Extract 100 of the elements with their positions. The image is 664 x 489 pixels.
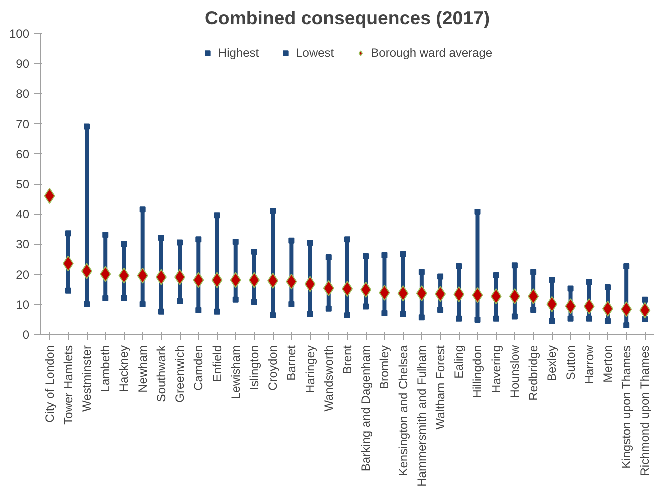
point (530, 269, 537, 276)
point (288, 238, 295, 244)
point (400, 311, 406, 318)
x-tick-label: Hillingdon (470, 345, 485, 398)
point (512, 314, 518, 320)
x-tick-label: Bromley (378, 345, 392, 390)
point (307, 240, 314, 246)
point (456, 316, 462, 322)
point (568, 286, 574, 292)
legend-label: Lowest (296, 46, 334, 60)
point (251, 299, 258, 306)
point (438, 274, 444, 280)
x-tick-label: Ealing (452, 346, 466, 379)
point (642, 296, 648, 303)
point (344, 236, 350, 243)
point (604, 318, 611, 324)
point (65, 288, 72, 294)
point (214, 308, 220, 315)
point (102, 295, 109, 302)
y-tick-label: 30 (16, 238, 30, 252)
y-tick-label: 20 (16, 268, 30, 282)
y-tick-label: 70 (16, 117, 30, 132)
x-tick-label: Harrow (582, 345, 596, 384)
point (288, 301, 295, 308)
point (140, 206, 146, 213)
point (251, 249, 258, 256)
point (418, 314, 425, 321)
point (326, 254, 332, 260)
x-tick-label: Havering (489, 345, 504, 394)
x-tick-label: Sutton (564, 345, 578, 380)
x-tick-label: Brent (340, 344, 354, 374)
point (624, 263, 630, 270)
x-tick-label: Merton (600, 345, 615, 383)
point (586, 279, 592, 286)
point (84, 124, 90, 130)
x-tick-label: Waltham Forest (434, 344, 448, 430)
point (214, 212, 220, 219)
point (400, 251, 406, 258)
x-tick-label: Kingston upon Thames (620, 346, 634, 469)
point (363, 254, 370, 260)
point (121, 241, 128, 248)
x-tick-label: City of London (42, 345, 57, 423)
point (624, 322, 630, 328)
point (196, 236, 202, 243)
point (549, 277, 556, 284)
point (456, 263, 462, 270)
x-tick-label: Hackney (117, 346, 132, 392)
point (493, 272, 500, 279)
point (363, 304, 370, 310)
point (586, 316, 592, 322)
legend-label: Borough ward average (371, 46, 493, 60)
point (568, 316, 574, 322)
point (474, 208, 481, 215)
x-tick-label: Hounslow (508, 345, 522, 398)
x-tick-label: Hammersmith and Fulham (414, 345, 429, 487)
point (382, 252, 388, 258)
point (344, 312, 350, 319)
point (270, 208, 276, 214)
x-tick-label: Newham (136, 345, 150, 393)
x-tick-label: Kensington and Chelsea (396, 345, 410, 476)
chart-title: Combined consequences (2017) (204, 8, 490, 28)
x-tick-label: Bexley (545, 345, 560, 382)
point (196, 307, 202, 314)
x-tick-label: Barnet (284, 344, 299, 381)
point (102, 232, 109, 238)
y-tick-label: 0 (22, 328, 30, 342)
y-tick-label: 90 (16, 57, 30, 72)
x-tick-label: Greenwich (173, 346, 188, 403)
x-tick-label: Islington (247, 345, 262, 390)
point (326, 306, 332, 312)
x-tick-label: Haringey (303, 345, 318, 394)
x-tick-label: Camden (192, 346, 206, 391)
point (158, 235, 164, 242)
point (307, 311, 314, 318)
point (418, 269, 425, 276)
point (474, 317, 481, 324)
x-tick-label: Wandsworth (322, 345, 336, 412)
point (270, 312, 276, 319)
y-tick-label: 40 (16, 208, 30, 222)
y-tick-label: 100 (9, 27, 30, 41)
point (232, 296, 239, 303)
point (549, 318, 556, 324)
point (121, 295, 128, 302)
point (382, 310, 388, 316)
point (493, 316, 500, 322)
point (604, 284, 611, 291)
x-tick-label: Southwark (154, 344, 168, 402)
point (84, 301, 90, 308)
point (177, 298, 184, 304)
y-tick-label: 50 (16, 178, 30, 192)
x-tick-label: Richmond upon Thames (638, 346, 652, 476)
point (140, 301, 146, 308)
y-tick-label: 10 (16, 298, 30, 312)
legend-label: Highest (218, 46, 260, 60)
y-tick-label: 60 (16, 147, 30, 162)
point (512, 262, 518, 269)
x-tick-label: Croydon (266, 346, 280, 391)
x-tick-label: Westminster (80, 345, 94, 412)
x-tick-label: Tower Hamlets (61, 345, 76, 425)
point (642, 316, 648, 322)
